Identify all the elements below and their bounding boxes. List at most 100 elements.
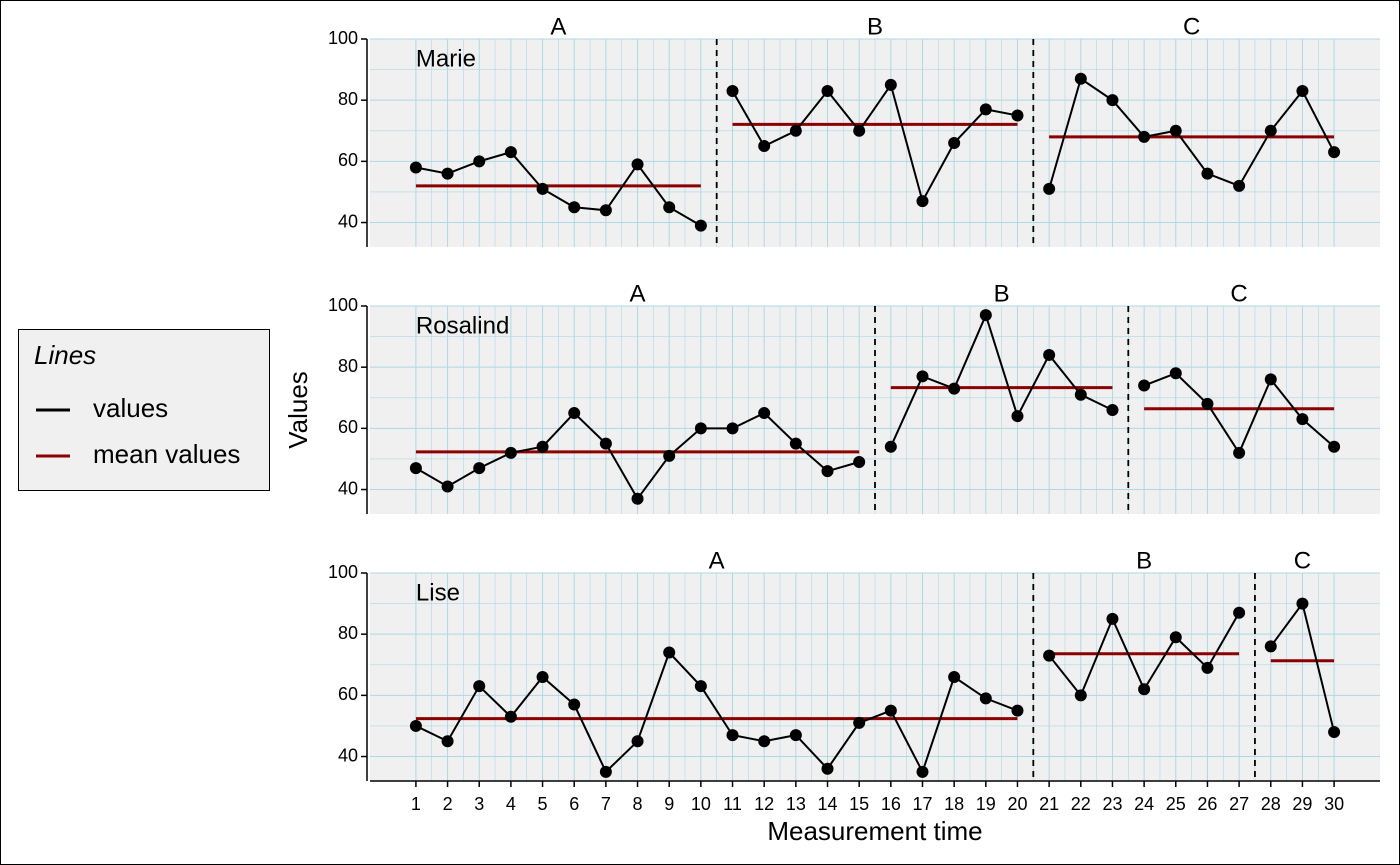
- value-point: [1328, 146, 1341, 159]
- x-tick-label: 27: [1229, 794, 1249, 814]
- x-tick-label: 5: [538, 794, 548, 814]
- value-point: [1106, 94, 1119, 107]
- value-point: [441, 480, 454, 493]
- x-tick-label: 20: [1007, 794, 1027, 814]
- value-point: [1169, 367, 1182, 380]
- x-tick-label: 25: [1166, 794, 1186, 814]
- value-point: [916, 370, 929, 383]
- y-tick-label: 60: [338, 684, 358, 704]
- value-point: [853, 124, 866, 137]
- value-point: [1201, 661, 1214, 674]
- value-point: [1328, 440, 1341, 453]
- value-point: [726, 85, 739, 97]
- x-tick-label: 19: [976, 794, 996, 814]
- value-point: [1074, 689, 1087, 702]
- phase-label: A: [630, 280, 646, 307]
- value-point: [409, 462, 422, 475]
- value-point: [916, 765, 929, 778]
- x-tick-label: 29: [1292, 794, 1312, 814]
- value-point: [504, 446, 517, 459]
- y-axis-label: Values: [283, 371, 313, 449]
- value-point: [726, 729, 739, 742]
- phase-label: C: [1230, 280, 1247, 307]
- x-tick-label: 10: [691, 794, 711, 814]
- x-tick-label: 4: [506, 794, 516, 814]
- value-point: [473, 680, 486, 693]
- value-point: [979, 692, 992, 705]
- value-point: [441, 167, 454, 180]
- value-point: [789, 124, 802, 137]
- value-point: [1043, 348, 1056, 361]
- value-point: [789, 729, 802, 742]
- value-point: [853, 716, 866, 729]
- value-point: [504, 710, 517, 723]
- x-tick-label: 1: [411, 794, 421, 814]
- value-point: [1233, 179, 1246, 192]
- value-point: [1296, 85, 1309, 97]
- value-point: [441, 735, 454, 748]
- x-tick-label: 8: [633, 794, 643, 814]
- y-tick-label: 100: [328, 28, 358, 48]
- legend-title: Lines: [34, 340, 96, 370]
- phase-label: C: [1183, 13, 1200, 40]
- value-line: [415, 650, 1018, 775]
- x-tick-label: 15: [849, 794, 869, 814]
- value-point: [1043, 649, 1056, 662]
- value-line: [1048, 77, 1335, 190]
- x-tick-label: 7: [601, 794, 611, 814]
- x-tick-label: 14: [817, 794, 837, 814]
- value-point: [1043, 182, 1056, 195]
- x-tick-label: 22: [1071, 794, 1091, 814]
- x-tick-label: 26: [1197, 794, 1217, 814]
- y-tick-label: 40: [338, 745, 358, 765]
- x-tick-label: 28: [1261, 794, 1281, 814]
- value-point: [821, 85, 834, 97]
- x-tick-label: 21: [1039, 794, 1059, 814]
- value-line: [415, 151, 702, 227]
- value-point: [1106, 612, 1119, 625]
- value-point: [789, 437, 802, 450]
- value-point: [1233, 446, 1246, 459]
- y-tick-label: 80: [338, 356, 358, 376]
- value-point: [884, 78, 897, 91]
- x-axis-label: Measurement time: [767, 816, 982, 846]
- value-point: [916, 195, 929, 208]
- value-point: [1328, 726, 1341, 739]
- value-point: [1011, 704, 1024, 717]
- value-point: [948, 382, 961, 395]
- value-point: [1169, 631, 1182, 644]
- value-point: [694, 422, 707, 435]
- y-tick-label: 80: [338, 89, 358, 109]
- value-point: [726, 422, 739, 435]
- value-point: [758, 140, 771, 153]
- value-point: [409, 719, 422, 732]
- x-tick-label: 6: [569, 794, 579, 814]
- value-point: [758, 735, 771, 748]
- x-tick-label: 30: [1324, 794, 1344, 814]
- value-point: [1264, 640, 1277, 653]
- value-point: [568, 698, 581, 711]
- phase-label: A: [709, 547, 725, 574]
- value-point: [568, 201, 581, 214]
- value-point: [663, 449, 676, 462]
- value-point: [1106, 404, 1119, 416]
- value-point: [1074, 72, 1087, 85]
- value-point: [1201, 167, 1214, 180]
- y-tick-label: 40: [338, 211, 358, 231]
- x-tick-label: 12: [754, 794, 774, 814]
- panel-title: Lise: [416, 579, 460, 606]
- phase-label: C: [1294, 547, 1311, 574]
- value-point: [536, 440, 549, 453]
- value-point: [473, 155, 486, 168]
- x-tick-label: 2: [443, 794, 453, 814]
- value-point: [599, 204, 612, 217]
- value-point: [1264, 373, 1277, 386]
- value-point: [599, 765, 612, 778]
- value-point: [631, 735, 644, 748]
- value-point: [663, 646, 676, 659]
- value-point: [409, 161, 422, 174]
- value-point: [1233, 606, 1246, 619]
- value-point: [853, 456, 866, 468]
- value-point: [1264, 124, 1277, 137]
